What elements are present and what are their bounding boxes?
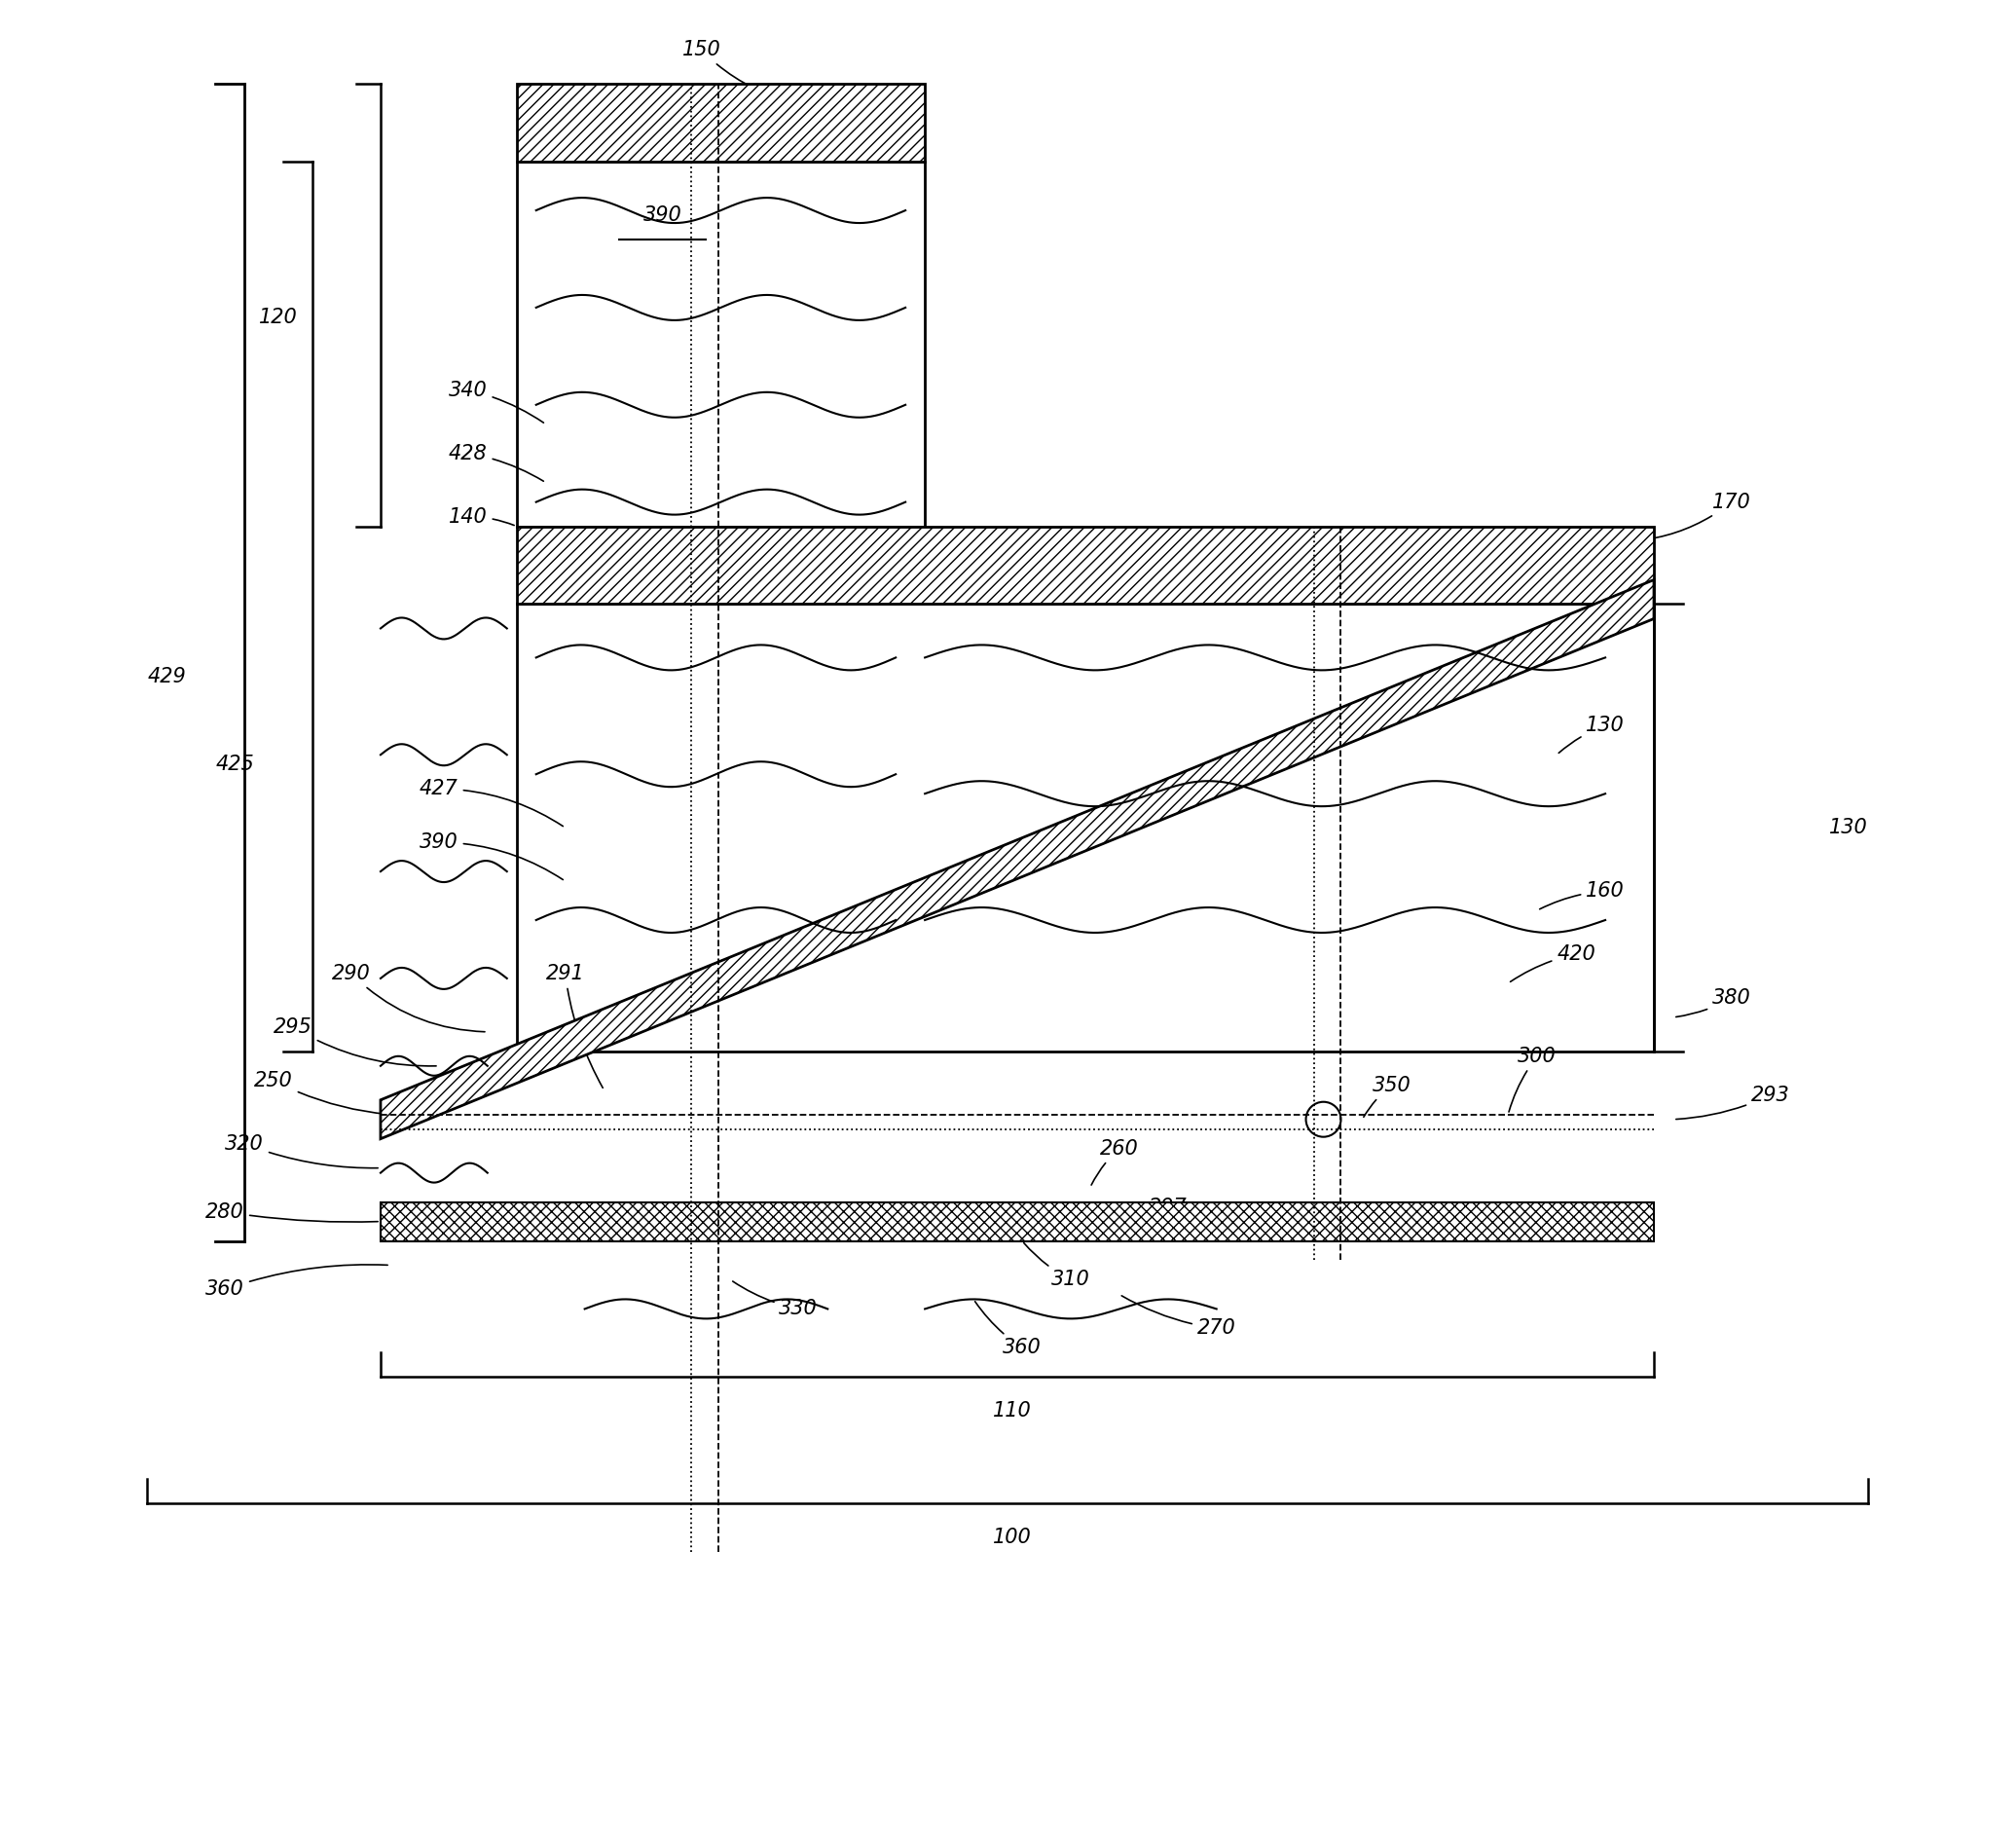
Text: 340: 340 [450,380,544,423]
Text: 260: 260 [1091,1138,1139,1184]
Text: 427: 427 [419,779,562,827]
Text: 160: 160 [1540,882,1625,910]
Polygon shape [381,579,1653,1138]
Text: 380: 380 [1675,989,1752,1017]
Text: 297: 297 [1121,1197,1187,1229]
Text: 360: 360 [976,1301,1042,1358]
Text: 250: 250 [254,1070,387,1114]
Text: 110: 110 [994,1402,1032,1421]
Text: 170: 170 [1637,493,1752,541]
Text: 320: 320 [1286,1212,1381,1231]
Text: 420: 420 [1510,945,1595,982]
Bar [516,526,1653,603]
Text: 120: 120 [260,308,298,327]
Text: 360: 360 [206,1264,387,1299]
Text: 330: 330 [732,1280,818,1319]
Bar [516,162,925,526]
Bar [516,603,1653,1052]
Text: 320: 320 [226,1135,377,1168]
Text: 293: 293 [1675,1085,1790,1120]
Text: 280: 280 [206,1201,377,1221]
Text: 100: 100 [994,1528,1032,1548]
Text: 300: 300 [1508,1046,1556,1113]
Text: 429: 429 [147,668,185,686]
Text: 425: 425 [216,755,254,775]
Bar [381,1201,1653,1242]
Text: 130: 130 [1558,716,1625,753]
Text: 291: 291 [546,963,603,1089]
Text: 390: 390 [643,205,681,225]
Text: 310: 310 [1024,1244,1091,1290]
Text: 150: 150 [681,41,796,103]
Bar [516,85,925,162]
Text: 390: 390 [419,832,562,880]
Text: 428: 428 [450,443,544,482]
Text: 140: 140 [450,507,514,526]
Text: 400: 400 [1540,570,1625,590]
Text: 130: 130 [1829,817,1867,838]
Text: 350: 350 [1363,1076,1411,1116]
Text: 290: 290 [333,963,484,1031]
Text: 270: 270 [1121,1295,1236,1338]
Text: 295: 295 [274,1017,435,1066]
